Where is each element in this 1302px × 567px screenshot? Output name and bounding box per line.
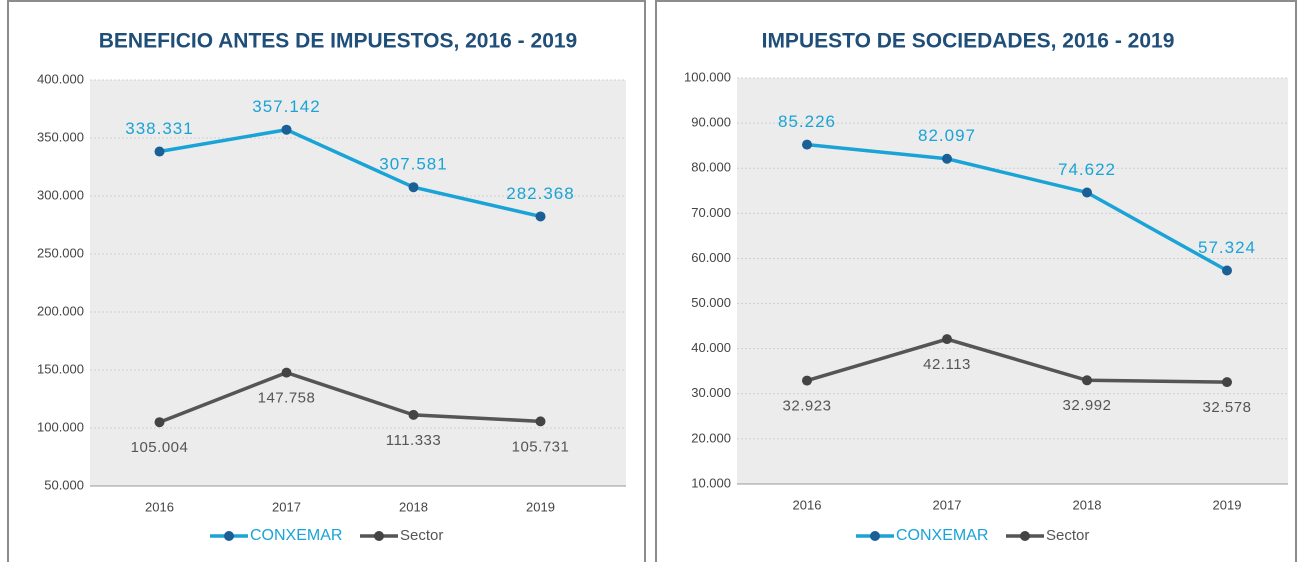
y-tick-label: 350.000 [37, 129, 84, 144]
series-line [806, 337, 1228, 384]
y-tick-label: 250.000 [37, 245, 84, 260]
data-point [281, 124, 292, 135]
data-label: 82.097 [918, 126, 976, 145]
chart-title: IMPUESTO DE SOCIEDADES, 2016 - 2019 [762, 30, 1175, 53]
y-tick-label: 90.000 [691, 115, 731, 130]
data-point [942, 334, 952, 345]
y-tick-label: 300.000 [37, 187, 84, 202]
data-label: 57.324 [1198, 238, 1256, 257]
data-point [1222, 265, 1232, 276]
data-point [1222, 377, 1232, 388]
y-tick-label: 80.000 [691, 160, 731, 175]
y-tick-label: 200.000 [37, 303, 84, 318]
legend-marker [374, 531, 384, 541]
y-tick-label: 30.000 [691, 385, 731, 400]
plot-area [90, 80, 626, 486]
y-tick-label: 100.000 [37, 419, 84, 434]
legend-marker [870, 531, 880, 541]
x-tick-label: 2016 [145, 499, 174, 514]
x-tick-label: 2019 [1213, 497, 1242, 512]
data-point [802, 139, 812, 150]
data-point [1082, 187, 1092, 198]
data-label: 282.368 [506, 184, 574, 203]
y-tick-label: 150.000 [37, 361, 84, 376]
panel-border [655, 0, 1297, 567]
data-label: 42.113 [923, 356, 971, 373]
data-point [1082, 375, 1092, 386]
legend-label: Sector [400, 527, 443, 544]
legend-label: CONXEMAR [250, 527, 342, 544]
y-tick-label: 60.000 [691, 250, 731, 265]
data-point [154, 417, 165, 428]
plot-area [737, 78, 1288, 484]
y-tick-label: 10.000 [691, 475, 731, 490]
legend-marker [1020, 531, 1030, 541]
data-label: 32.578 [1203, 399, 1252, 416]
y-tick-label: 20.000 [691, 430, 731, 445]
x-tick-label: 2017 [272, 499, 301, 514]
data-label: 147.758 [258, 390, 316, 407]
data-label: 357.142 [252, 97, 320, 116]
data-label: 105.731 [512, 438, 570, 455]
chart-title: BENEFICIO ANTES DE IMPUESTOS, 2016 - 201… [99, 30, 577, 53]
series-line [158, 370, 541, 424]
legend-label: CONXEMAR [896, 527, 988, 544]
x-tick-label: 2018 [399, 499, 428, 514]
data-label: 32.992 [1063, 397, 1112, 414]
data-point [154, 146, 165, 157]
x-tick-label: 2016 [793, 497, 822, 512]
data-point [408, 409, 419, 420]
series-line [806, 142, 1228, 273]
y-tick-label: 50.000 [44, 477, 84, 492]
x-tick-label: 2018 [1073, 497, 1102, 512]
series-line [159, 127, 541, 219]
y-tick-label: 100.000 [684, 69, 731, 84]
legend-marker [224, 531, 234, 541]
data-label: 111.333 [386, 432, 442, 449]
y-tick-label: 400.000 [37, 71, 84, 86]
data-label: 307.581 [379, 155, 447, 174]
data-point [408, 182, 419, 193]
y-tick-label: 40.000 [691, 340, 731, 355]
data-point [942, 153, 952, 164]
data-label: 338.331 [125, 119, 193, 138]
y-tick-label: 70.000 [691, 205, 731, 220]
data-point [281, 367, 292, 378]
data-label: 32.923 [783, 398, 832, 415]
data-label: 74.622 [1058, 160, 1116, 179]
data-point [535, 211, 546, 222]
panel-border [7, 0, 646, 567]
data-label: 105.004 [131, 439, 189, 456]
data-point [535, 416, 546, 427]
data-point [802, 375, 812, 386]
y-tick-label: 50.000 [691, 295, 731, 310]
x-tick-label: 2017 [933, 497, 962, 512]
data-label: 85.226 [778, 112, 836, 131]
x-tick-label: 2019 [526, 499, 555, 514]
legend-label: Sector [1046, 527, 1089, 544]
